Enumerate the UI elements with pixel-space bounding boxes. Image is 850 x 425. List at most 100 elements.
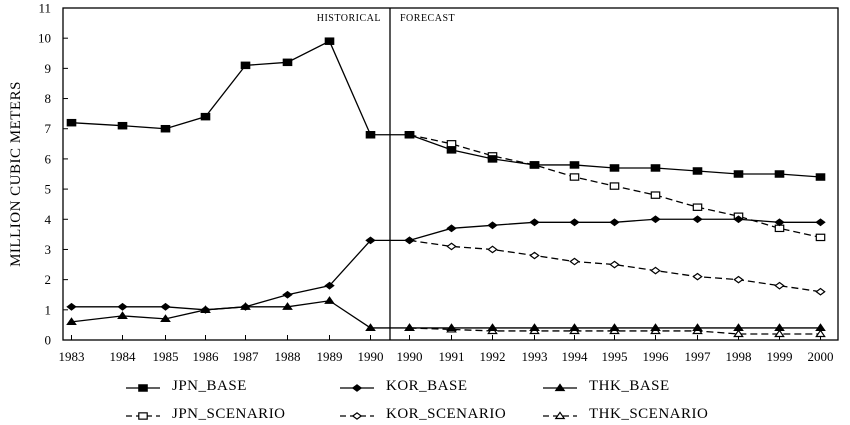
legend-swatch-marker	[351, 412, 363, 420]
legend: JPN_BASE KOR_BASE THK_BASE JPN_SCENARIO KOR_…	[126, 378, 708, 422]
y-tick-label: 6	[45, 151, 52, 166]
data-point	[815, 323, 826, 332]
y-tick-label: 10	[38, 31, 51, 46]
x-tick-label: 1986	[193, 349, 220, 364]
legend-item-thk-base: THK_BASE	[543, 378, 669, 394]
data-point	[692, 167, 703, 175]
data-point	[282, 302, 293, 310]
y-axis-ticks: 0 1 2 3 4 5 6 7 8 9 10 11	[38, 1, 68, 348]
data-point	[815, 218, 826, 227]
x-axis-ticks: 1983 1984 1985 1986 1987 1988 1989 1990 1990 1991…	[59, 335, 834, 364]
data-point	[815, 329, 826, 338]
data-point	[692, 323, 703, 332]
x-tick-label: 1999	[767, 349, 793, 364]
series-kor-scenario	[404, 236, 826, 296]
data-point	[774, 218, 785, 227]
historical-region-label: HISTORICAL	[317, 13, 381, 24]
legend-item-jpn-scenario: JPN_SCENARIO	[126, 406, 286, 422]
legend-label: JPN_SCENARIO	[172, 406, 286, 422]
x-tick-label: 1990	[358, 349, 384, 364]
data-point	[815, 173, 826, 181]
y-tick-label: 11	[38, 1, 51, 16]
legend-swatch-marker	[554, 383, 566, 392]
data-point	[650, 266, 661, 275]
data-point	[529, 251, 540, 260]
data-point	[774, 329, 785, 338]
series-kor-base	[66, 215, 826, 314]
y-axis-label: MILLION CUBIC METERS	[8, 81, 24, 267]
data-point	[650, 191, 661, 199]
y-tick-label: 5	[45, 182, 52, 197]
x-tick-label: 1990	[397, 349, 423, 364]
data-point	[117, 121, 128, 130]
data-point	[200, 112, 211, 121]
y-tick-label: 7	[45, 121, 52, 136]
series-thk-base	[66, 296, 826, 332]
data-point	[117, 311, 128, 319]
chart-axes	[62, 7, 839, 341]
data-point	[160, 314, 171, 322]
legend-item-kor-scenario: KOR_SCENARIO	[340, 406, 506, 422]
plot-frame	[62, 7, 839, 341]
series-line-thk-base	[71, 300, 821, 329]
data-point	[487, 221, 498, 230]
data-point	[529, 218, 540, 227]
data-point	[733, 329, 744, 338]
data-point	[487, 155, 498, 163]
data-point	[569, 323, 580, 332]
data-point	[774, 281, 785, 290]
series-jpn-base	[66, 37, 826, 181]
data-point	[609, 260, 620, 269]
data-point	[200, 305, 211, 313]
legend-label: JPN_BASE	[172, 378, 247, 394]
data-point	[66, 317, 77, 326]
x-tick-label: 1997	[685, 349, 712, 364]
x-tick-label: 1995	[602, 349, 628, 364]
data-point	[324, 281, 335, 290]
data-point	[240, 61, 251, 70]
data-point	[692, 215, 703, 224]
data-point	[692, 203, 703, 211]
x-tick-label: 1994	[562, 349, 589, 364]
y-tick-label: 8	[45, 91, 52, 106]
data-point	[733, 170, 744, 178]
data-point	[692, 272, 703, 281]
series-line-jpn-base	[71, 40, 821, 178]
data-point	[609, 218, 620, 227]
data-point	[569, 218, 580, 227]
data-point	[66, 118, 77, 127]
legend-label: KOR_BASE	[386, 378, 468, 394]
y-tick-label: 1	[45, 302, 52, 317]
data-point	[815, 233, 826, 242]
data-point	[365, 131, 376, 139]
data-point	[160, 124, 171, 133]
x-tick-label: 1998	[726, 349, 752, 364]
data-point	[569, 161, 580, 169]
data-point	[774, 170, 785, 178]
y-tick-label: 4	[45, 212, 52, 227]
legend-swatch-marker	[138, 384, 148, 392]
data-point	[365, 323, 376, 332]
data-point	[66, 302, 77, 311]
series-layer	[66, 37, 826, 338]
x-tick-label: 1993	[522, 349, 548, 364]
data-point	[404, 236, 415, 245]
legend-item-jpn-base: JPN_BASE	[126, 378, 247, 394]
x-tick-label: 1984	[110, 349, 137, 364]
data-point	[650, 323, 661, 332]
series-line-kor-base	[71, 218, 821, 311]
x-tick-label: 1991	[439, 349, 465, 364]
legend-item-thk-scenario: THK_SCENARIO	[543, 406, 708, 422]
x-tick-label: 2000	[808, 349, 834, 364]
x-tick-label: 1996	[643, 349, 670, 364]
data-point	[733, 215, 744, 224]
legend-swatch-marker	[351, 384, 363, 392]
data-point	[529, 161, 540, 169]
data-point	[487, 323, 498, 332]
data-point	[774, 323, 785, 332]
data-point	[609, 164, 620, 172]
legend-label: THK_SCENARIO	[589, 406, 708, 422]
data-point	[733, 275, 744, 284]
series-line-kor-scenario	[409, 239, 821, 293]
